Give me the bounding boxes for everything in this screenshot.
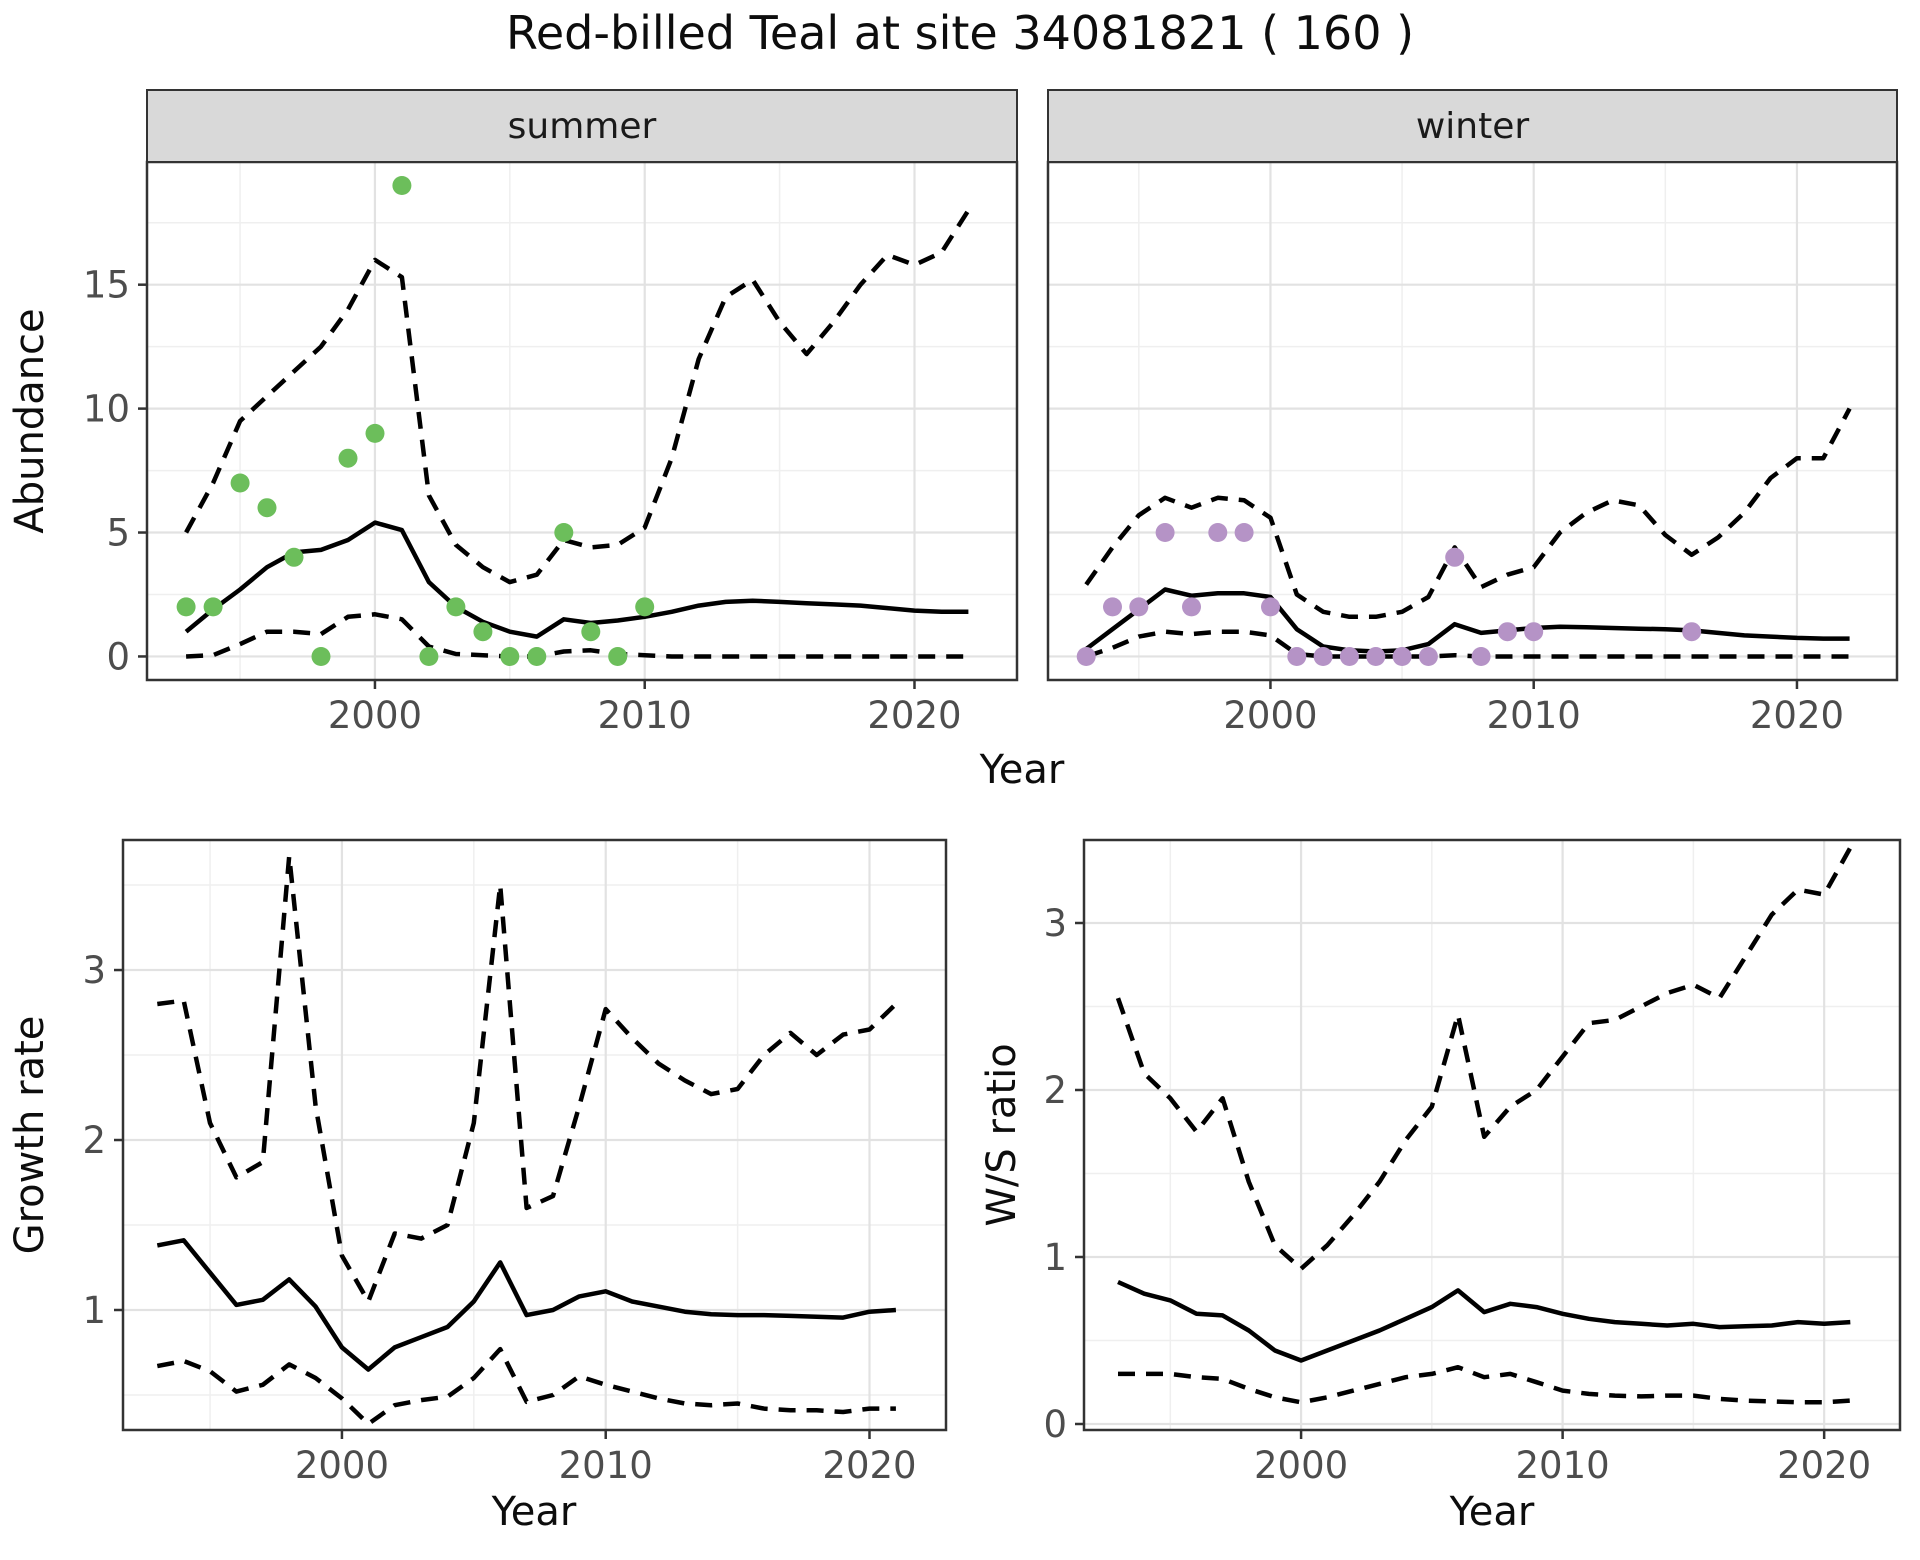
data-point: [1497, 622, 1517, 642]
x-axis-title-year-top: Year: [979, 747, 1065, 793]
data-point: [1208, 523, 1228, 542]
facet-strip-summer: summer: [146, 89, 1018, 163]
x-tick-label: 2010: [598, 694, 692, 737]
facet-strip-winter-label: winter: [1415, 105, 1530, 147]
data-point: [1392, 647, 1412, 666]
data-point: [1234, 523, 1254, 542]
y-tick-label: 10: [83, 388, 130, 431]
data-point: [1076, 647, 1096, 666]
data-point: [527, 647, 547, 666]
y-tick-label: 3: [1043, 902, 1067, 945]
x-axis-title-year-ws: Year: [1449, 1489, 1535, 1535]
x-tick-label: 2000: [328, 694, 422, 737]
data-point: [419, 647, 439, 666]
data-point: [338, 448, 358, 468]
x-tick-label: 2000: [1223, 694, 1317, 737]
data-point: [1103, 597, 1122, 617]
data-point: [392, 176, 412, 195]
x-tick-label: 2000: [1254, 1444, 1348, 1487]
data-point: [635, 597, 655, 617]
y-tick-label: 1: [1043, 1236, 1067, 1279]
y-tick-label: 2: [1043, 1069, 1067, 1112]
x-tick-label: 2020: [1750, 694, 1844, 737]
x-tick-label: 2000: [295, 1444, 389, 1487]
x-tick-label: 2020: [1777, 1444, 1871, 1487]
x-tick-label: 2010: [559, 1444, 653, 1487]
data-point: [500, 647, 520, 666]
y-tick-label: 1: [82, 1289, 106, 1332]
y-axis-title-growth-rate: Growth rate: [7, 1015, 53, 1255]
data-point: [1418, 647, 1438, 666]
data-point: [581, 622, 601, 642]
y-axis-title-abundance: Abundance: [7, 308, 53, 534]
data-point: [608, 647, 628, 666]
data-point: [1287, 647, 1307, 666]
data-point: [365, 423, 385, 443]
x-tick-label: 2010: [1516, 1444, 1610, 1487]
y-tick-label: 2: [82, 1119, 106, 1162]
data-point: [257, 498, 277, 518]
data-point: [1524, 622, 1544, 642]
data-point: [203, 597, 223, 617]
data-point: [1682, 622, 1702, 642]
facet-strip-summer-label: summer: [507, 105, 657, 147]
x-tick-label: 2020: [822, 1444, 916, 1487]
panel-abundance_winter: 2000 2010 2020: [1046, 160, 1899, 737]
data-point: [1471, 647, 1491, 666]
data-point: [1313, 647, 1333, 666]
data-point: [1366, 647, 1386, 666]
data-point: [311, 647, 331, 666]
panel-abundance_summer: 2000 2010 2020 0 5 10 15: [83, 160, 1019, 737]
plot-title: Red-billed Teal at site 34081821 ( 160 ): [505, 6, 1415, 60]
x-tick-label: 2020: [867, 694, 961, 737]
y-tick-label: 5: [106, 512, 130, 555]
data-point: [1182, 597, 1201, 617]
data-point: [1129, 597, 1149, 617]
y-tick-label: 15: [83, 264, 130, 307]
data-point: [554, 523, 574, 542]
data-point: [446, 597, 466, 617]
data-point: [1155, 523, 1175, 542]
data-point: [284, 547, 304, 567]
y-tick-label: 3: [82, 949, 106, 992]
y-tick-label: 0: [106, 635, 130, 678]
facet-strip-winter: winter: [1047, 89, 1898, 163]
data-point: [1339, 647, 1359, 666]
panel-growth_rate: 2000 2010 2020 1 2 3: [82, 838, 948, 1487]
y-tick-label: 0: [1043, 1403, 1067, 1446]
data-point: [176, 597, 196, 617]
panel-ws_ratio: 2000 2010 2020 0 1 2 3: [1043, 838, 1902, 1487]
data-point: [230, 473, 250, 493]
y-axis-title-ws-ratio: W/S ratio: [979, 1043, 1025, 1227]
x-axis-title-year-growth: Year: [491, 1489, 577, 1535]
x-tick-label: 2010: [1487, 694, 1581, 737]
data-point: [1261, 597, 1280, 617]
data-point: [473, 622, 493, 642]
data-point: [1445, 547, 1465, 567]
